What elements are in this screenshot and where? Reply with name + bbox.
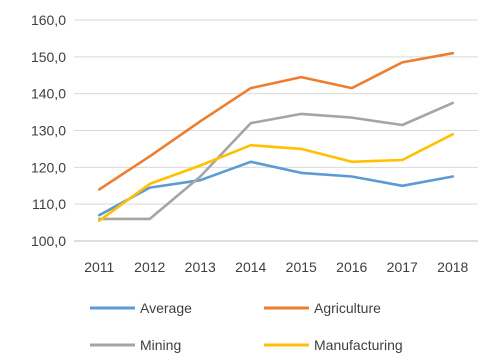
y-tick-label: 130,0: [31, 123, 66, 139]
x-tick-label: 2013: [185, 259, 216, 275]
series-line-manufacturing: [98, 132, 455, 222]
y-axis-ticks: 100,0 110,0 120,0 130,0 140,0 150,0 160,0: [31, 12, 66, 249]
y-tick-label: 140,0: [31, 86, 66, 102]
y-tick-label: 160,0: [31, 12, 66, 28]
gridlines: [74, 19, 478, 242]
x-tick-label: 2011: [84, 259, 114, 275]
series-line-mining: [98, 101, 455, 221]
x-tick-label: 2018: [437, 259, 468, 275]
x-tick-label: 2017: [387, 259, 418, 275]
legend-label-mining: Mining: [140, 337, 181, 353]
x-axis-ticks: 2011 2012 2013 2014 2015 2016 2017 2018: [84, 259, 468, 275]
x-tick-label: 2015: [286, 259, 317, 275]
x-tick-label: 2012: [134, 259, 165, 275]
series-lines: [98, 51, 455, 222]
legend-label-average: Average: [140, 300, 192, 316]
y-tick-label: 120,0: [31, 159, 66, 175]
y-tick-label: 100,0: [31, 233, 66, 249]
x-tick-label: 2016: [336, 259, 367, 275]
series-line-agriculture: [98, 51, 455, 191]
legend-label-agriculture: Agriculture: [314, 300, 381, 316]
legend-label-manufacturing: Manufacturing: [314, 337, 403, 353]
y-tick-label: 150,0: [31, 49, 66, 65]
series-line-average: [98, 160, 455, 217]
legend: Average Agriculture Mining Manufacturing: [90, 300, 403, 353]
x-tick-label: 2014: [235, 259, 266, 275]
y-tick-label: 110,0: [32, 196, 66, 212]
